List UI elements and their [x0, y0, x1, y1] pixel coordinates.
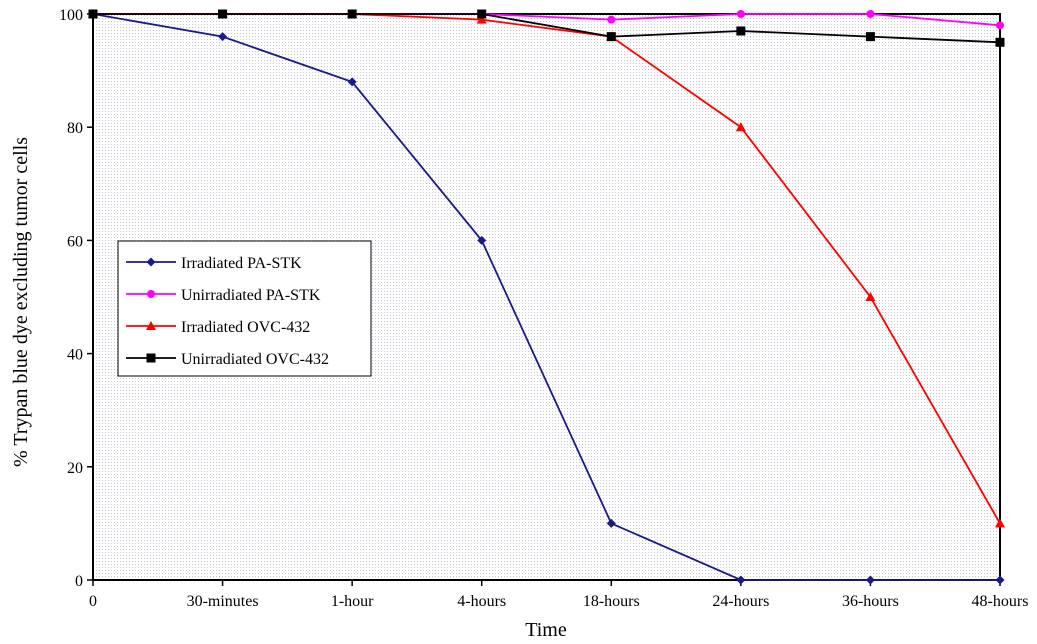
- data-point: [865, 292, 876, 301]
- legend-box: [117, 240, 372, 377]
- data-point: [606, 518, 616, 528]
- series-line: [93, 13, 1001, 44]
- x-axis-title: Time: [525, 619, 567, 641]
- y-axis-title: % Trypan blue dye excluding tumor cells: [10, 137, 32, 467]
- legend-label: Irradiated OVC-432: [181, 319, 310, 336]
- data-point: [476, 14, 487, 24]
- data-point: [607, 15, 616, 24]
- data-point: [477, 235, 487, 245]
- series-layer: [88, 9, 1005, 585]
- legend-marker: [146, 353, 156, 363]
- data-point: [347, 9, 357, 19]
- data-point: [218, 9, 228, 19]
- x-tick-label: 4-hours: [457, 593, 506, 610]
- legend-marker: [146, 257, 156, 267]
- data-point: [347, 77, 357, 87]
- data-point: [865, 32, 875, 42]
- data-point: [606, 32, 616, 42]
- legend-item: Irradiated PA-STK: [126, 255, 302, 272]
- y-tick-label: 40: [67, 347, 83, 364]
- data-point: [996, 21, 1004, 30]
- legend-marker: [147, 290, 155, 298]
- data-point: [736, 575, 746, 585]
- data-point: [995, 518, 1005, 528]
- series-line: [92, 13, 1000, 581]
- legend-label: Unirradiated OVC-432: [181, 351, 329, 368]
- y-tick-label: 80: [67, 120, 83, 137]
- legend-label: Unirradiated PA-STK: [181, 287, 321, 304]
- y-tick-label: 60: [67, 233, 83, 250]
- data-point: [865, 575, 875, 585]
- y-tick-label: 0: [75, 573, 83, 590]
- x-tick-label: 36-hours: [842, 593, 899, 610]
- y-tick-label: 20: [67, 460, 83, 477]
- data-point: [88, 9, 98, 19]
- legend-item: Unirradiated PA-STK: [126, 287, 321, 304]
- x-tick-label: 1-hour: [331, 593, 374, 610]
- data-point: [736, 26, 746, 36]
- x-axis: 0 30-minutes 1-hour 4-hours 18-hours 24-hours…: [89, 580, 1028, 610]
- y-tick-label: 100: [59, 7, 83, 24]
- data-point: [477, 9, 487, 19]
- legend-item: Irradiated OVC-432: [126, 319, 310, 336]
- data-point: [735, 122, 746, 132]
- x-tick-label: 30-minutes: [187, 593, 259, 610]
- x-tick-label: 48-hours: [972, 593, 1029, 610]
- data-point: [866, 10, 875, 18]
- series-0: [88, 9, 1005, 585]
- data-point: [995, 37, 1005, 47]
- legend-label: Irradiated PA-STK: [181, 255, 302, 272]
- legend: Irradiated PA-STK Unirradiated PA-STK Irra…: [117, 240, 372, 377]
- y-axis: 0 20 40 60 80 100: [59, 7, 93, 590]
- x-tick-label: 0: [89, 593, 97, 610]
- x-tick-label: 18-hours: [583, 593, 640, 610]
- legend-item: Unirradiated OVC-432: [126, 351, 329, 368]
- legend-marker: [146, 321, 156, 330]
- data-point: [736, 10, 745, 18]
- series-3: [88, 9, 1005, 47]
- x-tick-label: 24-hours: [712, 593, 769, 610]
- data-point: [995, 575, 1005, 585]
- data-point: [218, 32, 228, 42]
